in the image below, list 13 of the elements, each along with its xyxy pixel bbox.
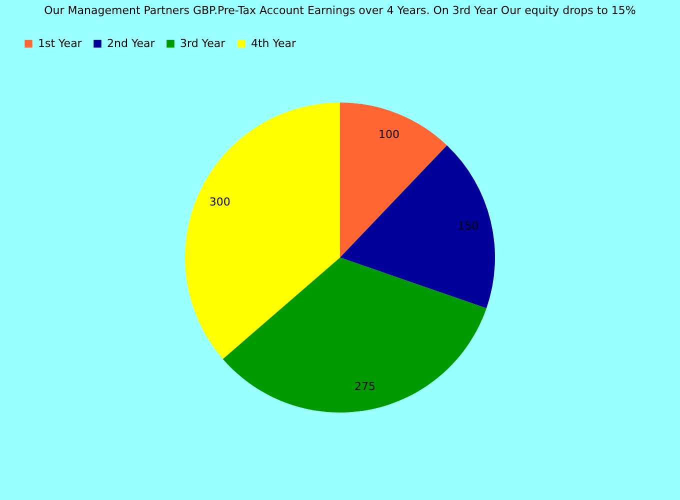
pie-slice <box>340 145 495 308</box>
legend-label: 4th Year <box>251 36 297 50</box>
legend-label: 2nd Year <box>107 36 156 50</box>
chart-title: Our Management Partners GBP.Pre-Tax Account Earnings over 4 Years. On 3rd Year Our equity drops to 15% <box>44 4 636 17</box>
data-label: 275 <box>354 380 376 394</box>
pie-slice <box>222 258 486 412</box>
pie-slice <box>340 102 447 258</box>
data-label: 100 <box>378 128 400 141</box>
data-label: 300 <box>209 196 230 209</box>
pie-slice <box>185 102 340 360</box>
data-label: 150 <box>458 219 479 232</box>
legend-label: 3rd Year <box>180 36 226 50</box>
legend-label: 1st Year <box>38 36 82 50</box>
